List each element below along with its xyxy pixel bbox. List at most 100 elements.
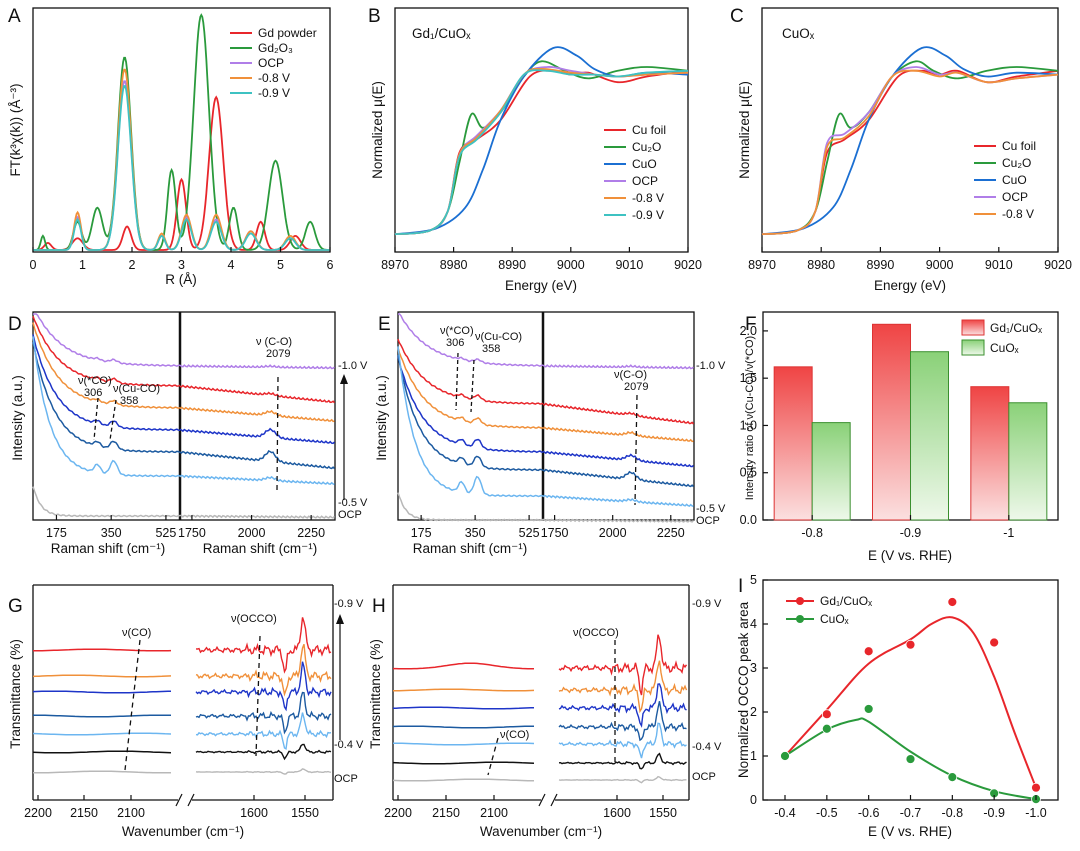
legend-i-item-0: Gd₁/CuOₓ bbox=[820, 594, 872, 608]
h-ir-left-3 bbox=[392, 725, 534, 729]
g-xtick-label: 2200 bbox=[24, 806, 52, 820]
panel-f-xlabel: E (V vs. RHE) bbox=[868, 548, 952, 563]
h-label-bottom: -0.4 V bbox=[692, 741, 722, 753]
panel-g: 2200 2150 2100 1600 1550 ν(CO) ν(OCCO) -0.9 … bbox=[8, 584, 364, 839]
i-point-1-0 bbox=[780, 751, 790, 761]
h-ir-right-0 bbox=[558, 634, 688, 696]
i-ytick-label: 2 bbox=[750, 705, 757, 719]
a-xtick-label: 0 bbox=[30, 258, 37, 272]
h-ir-left-2 bbox=[392, 706, 535, 710]
h-ann-occo: ν(OCCO) bbox=[573, 627, 619, 639]
d-raman-right-2 bbox=[179, 406, 335, 423]
panel-d-ylabel: Intensity (a.u.) bbox=[10, 375, 25, 461]
d-right-xtick-label: 1750 bbox=[178, 526, 206, 540]
h-ir-right-2 bbox=[558, 683, 687, 728]
legend-c-item-3: OCP bbox=[1002, 190, 1028, 204]
panel-d-xlabel-right: Raman shift (cm⁻¹) bbox=[203, 541, 317, 556]
e-raman-right-5 bbox=[542, 494, 694, 508]
h-ann-co: ν(CO) bbox=[500, 729, 529, 741]
e-raman-left-3 bbox=[397, 356, 544, 454]
f-ytick-label: 0.5 bbox=[740, 466, 757, 480]
i-point-1-4 bbox=[947, 772, 958, 783]
d-ann-co: ν(*CO) bbox=[78, 375, 112, 387]
g-axis-break-2 bbox=[187, 793, 195, 807]
e-right-xtick-label: 2250 bbox=[657, 526, 685, 540]
a-xtick-label: 6 bbox=[327, 258, 334, 272]
legend-b-item-4: -0.8 V bbox=[632, 191, 664, 205]
i-ytick-label: 0 bbox=[750, 793, 757, 807]
g-ir-left-0 bbox=[33, 648, 172, 652]
g-ir-right-3 bbox=[195, 691, 332, 735]
panel-letter-e: E bbox=[378, 314, 391, 335]
e-raman-left-4 bbox=[397, 354, 544, 472]
g-axis-break-1 bbox=[175, 793, 183, 807]
d-raman-left-6 bbox=[32, 486, 180, 518]
b-xtick-label: 8990 bbox=[498, 258, 526, 272]
e-right-xtick-label: 1750 bbox=[541, 526, 569, 540]
d-raman-left-3 bbox=[32, 334, 181, 432]
d-raman-right-0 bbox=[179, 364, 335, 370]
c-series-line-2 bbox=[761, 46, 1059, 236]
legend-f-swatch-1 bbox=[961, 339, 985, 356]
d-arrow-head bbox=[340, 374, 348, 384]
h-co-guide bbox=[487, 737, 499, 776]
g-ir-right-2 bbox=[195, 661, 332, 712]
h-ir-right-3 bbox=[558, 701, 687, 742]
b-xtick-label: 9000 bbox=[557, 258, 585, 272]
legend-b-item-2: CuO bbox=[632, 157, 657, 171]
h-label-top: -0.9 V bbox=[692, 598, 722, 610]
d-peak-306-guide bbox=[93, 397, 99, 441]
panel-h: 2200 2150 2100 1600 1550 ν(CO) ν(OCCO) -0.9 … bbox=[368, 584, 722, 839]
panel-a: 0 1 2 3 4 5 6 R (Å) FT(k³χ(k)) (Å⁻³) Gd powder… bbox=[8, 7, 334, 287]
e-ann-306: 306 bbox=[446, 337, 464, 349]
e-ann-358: 358 bbox=[482, 343, 500, 355]
legend-a-item-4: -0.9 V bbox=[258, 86, 290, 100]
g-ir-right-5 bbox=[195, 743, 332, 761]
f-ytick-label: 1.5 bbox=[740, 371, 757, 385]
h-axis-break-1 bbox=[538, 793, 546, 807]
e-ann-2079: 2079 bbox=[624, 381, 648, 393]
legend-a-item-0: Gd powder bbox=[258, 26, 317, 40]
i-fit-line-0 bbox=[784, 616, 1037, 789]
i-ytick-label: 4 bbox=[750, 617, 757, 631]
panel-f-ylabel: Intensity ratio of ν(Cu-CO)/ν(*CO) bbox=[744, 336, 756, 500]
f-bar-1-1 bbox=[910, 351, 949, 521]
i-point-0-1 bbox=[821, 709, 832, 720]
d-raman-right-3 bbox=[179, 427, 335, 445]
panel-i-frame bbox=[762, 579, 1059, 801]
legend-f-swatch-0 bbox=[961, 319, 985, 336]
legend-f-item-0: Gd₁/CuOₓ bbox=[990, 321, 1042, 335]
d-raman-left-1 bbox=[32, 315, 181, 388]
e-label-top: -1.0 V bbox=[696, 360, 726, 372]
panel-a-legend: Gd powder Gd₂O₃ OCP -0.8 V -0.9 V bbox=[230, 26, 317, 100]
i-ytick-label: 3 bbox=[750, 661, 757, 675]
e-raman-left-5 bbox=[397, 346, 544, 498]
i-xtick-label: -0.6 bbox=[858, 806, 880, 820]
panel-i-legend: Gd₁/CuOₓ CuOₓ bbox=[786, 594, 872, 626]
a-xtick-label: 3 bbox=[178, 258, 185, 272]
d-right-xtick-label: 2000 bbox=[238, 526, 266, 540]
g-ir-right-1 bbox=[195, 643, 332, 697]
i-point-0-6 bbox=[1031, 782, 1041, 793]
f-xtick-label: -0.8 bbox=[801, 526, 823, 540]
d-raman-left-2 bbox=[32, 322, 181, 410]
e-raman-left-1 bbox=[397, 338, 544, 405]
d-raman-left-4 bbox=[32, 341, 181, 454]
legend-i-item-1: CuOₓ bbox=[820, 612, 849, 626]
panel-letter-c: C bbox=[730, 6, 744, 27]
h-ir-left-0 bbox=[393, 662, 535, 670]
c-xtick-label: 8990 bbox=[866, 258, 894, 272]
legend-i-marker-1 bbox=[796, 615, 804, 623]
i-point-1-2 bbox=[863, 704, 874, 714]
g-xtick-label: 2100 bbox=[117, 806, 145, 820]
f-bar-1-2 bbox=[1008, 402, 1048, 521]
d-label-bottom: -0.5 V bbox=[338, 497, 368, 509]
a-series-line-2 bbox=[33, 80, 330, 251]
i-xtick-label: -0.5 bbox=[816, 806, 838, 820]
h-ir-right-1 bbox=[558, 660, 688, 714]
panel-letter-a: A bbox=[8, 6, 21, 27]
legend-c-item-0: Cu foil bbox=[1002, 139, 1036, 153]
g-arrow-head bbox=[336, 614, 344, 624]
b-xtick-label: 9010 bbox=[615, 258, 643, 272]
g-ann-co: ν(CO) bbox=[122, 627, 151, 639]
